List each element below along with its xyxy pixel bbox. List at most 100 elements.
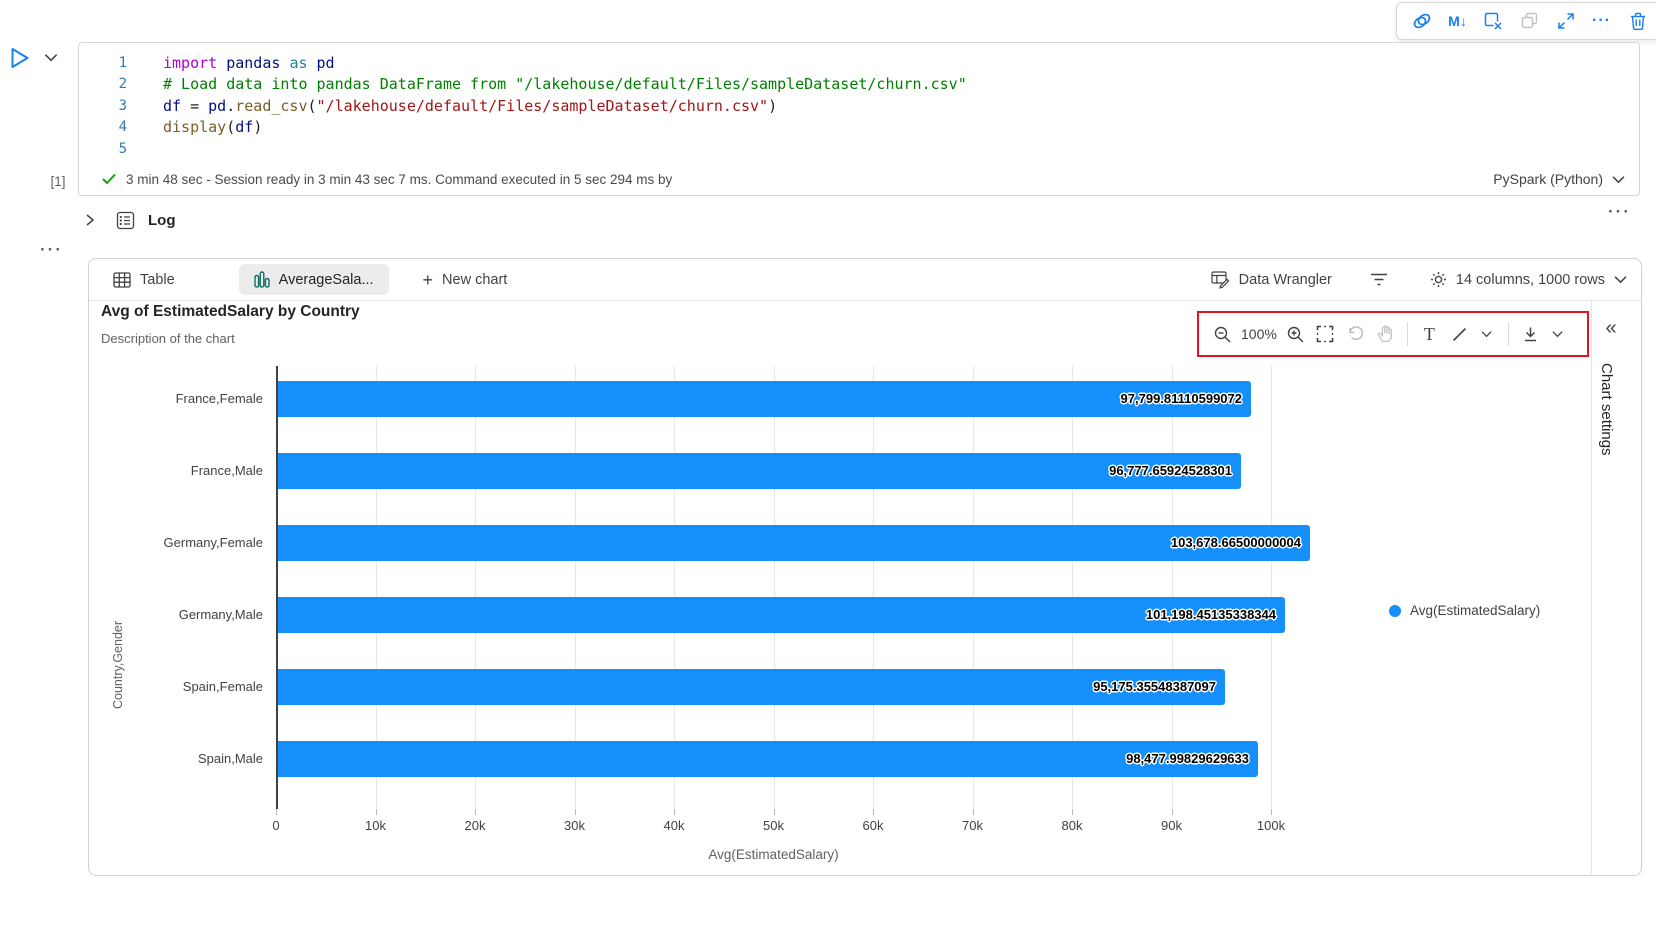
gear-icon <box>1430 271 1447 288</box>
chart-toolbar-annotated: 100% T <box>1197 311 1589 357</box>
download-chevron-icon[interactable] <box>1543 319 1572 349</box>
collapse-panel-icon[interactable]: « <box>1605 316 1617 339</box>
code-text[interactable]: import pandas as pd <box>163 54 335 72</box>
category-label: Spain,Male <box>197 751 263 766</box>
code-token: # Load data into pandas DataFrame from "… <box>163 75 967 94</box>
code-token: = <box>181 96 209 115</box>
tab-table[interactable]: Table <box>113 272 175 288</box>
zoom-out-icon[interactable] <box>1208 319 1237 349</box>
gridline <box>1072 366 1073 809</box>
chart-settings-label[interactable]: Chart settings <box>1598 363 1615 456</box>
table-info-label: 14 columns, 1000 rows <box>1455 271 1605 288</box>
tab-chart-selected[interactable]: AverageSala... <box>238 264 389 295</box>
legend-dot <box>1389 604 1401 617</box>
log-section-header[interactable]: Log <box>84 207 176 233</box>
table-info-button[interactable]: 14 columns, 1000 rows <box>1430 271 1627 288</box>
code-token <box>308 54 317 72</box>
code-editor[interactable]: 1 import pandas as pd 2 # Load data into pa… <box>79 52 1639 160</box>
more-actions-icon[interactable]: ··· <box>1585 6 1618 36</box>
kernel-selector[interactable]: PySpark (Python) <box>1493 171 1625 187</box>
code-token: import <box>163 53 218 72</box>
legend-label: Avg(EstimatedSalary) <box>1410 603 1541 618</box>
chevron-down-icon <box>1614 276 1627 284</box>
line-tool-chevron-icon[interactable] <box>1472 319 1501 349</box>
code-line[interactable]: 4 display(df) <box>79 117 1639 139</box>
axis-tick <box>574 809 576 815</box>
copy-cell-icon <box>1513 6 1546 36</box>
clear-output-icon[interactable] <box>1477 6 1510 36</box>
tab-new-chart[interactable]: + New chart <box>422 269 508 290</box>
bar[interactable]: 103,678.66500000004 <box>278 525 1310 561</box>
x-tick-label: 60k <box>862 818 884 833</box>
data-wrangler-button[interactable]: Data Wrangler <box>1211 270 1332 289</box>
x-tick-label: 100k <box>1256 818 1286 833</box>
bar-value-label: 103,678.66500000004 <box>1170 535 1301 550</box>
run-cell-button[interactable] <box>8 46 32 70</box>
code-text[interactable]: # Load data into pandas DataFrame from "… <box>163 75 967 93</box>
text-tool-icon[interactable]: T <box>1415 319 1444 349</box>
y-axis-line <box>276 366 278 809</box>
chevron-right-icon[interactable] <box>84 213 96 227</box>
chevron-down-icon <box>1612 175 1625 183</box>
zoom-in-icon[interactable] <box>1281 319 1310 349</box>
kernel-label: PySpark (Python) <box>1493 171 1603 187</box>
data-wrangler-label: Data Wrangler <box>1238 271 1332 288</box>
bar[interactable]: 101,198.45135338344 <box>278 597 1285 633</box>
execution-count: [1] <box>50 174 66 189</box>
zoom-level: 100% <box>1241 326 1277 342</box>
code-text[interactable]: display(df) <box>163 118 262 136</box>
code-token: pd <box>208 96 227 115</box>
bar-value-label: 98,477.99829629633 <box>1126 751 1249 766</box>
copilot-icon[interactable] <box>1405 6 1438 36</box>
code-token: as <box>289 53 308 72</box>
x-tick-label: 80k <box>1061 818 1083 833</box>
axis-tick <box>1072 809 1073 815</box>
expand-cell-icon[interactable] <box>1549 6 1582 36</box>
download-icon[interactable] <box>1516 319 1545 349</box>
log-label: Log <box>148 211 176 229</box>
line-number: 5 <box>118 140 127 157</box>
x-tick-label: 10k <box>365 818 386 833</box>
delete-cell-icon[interactable] <box>1621 6 1654 36</box>
tab-bar-right-tools: Data Wrangler 14 columns, 1000 rows <box>1211 270 1627 289</box>
data-wrangler-icon <box>1211 270 1230 289</box>
log-more-icon[interactable]: ··· <box>1608 202 1631 221</box>
category-label: Germany,Male <box>178 607 263 622</box>
plus-icon: + <box>422 269 434 290</box>
undo-icon <box>1341 319 1370 349</box>
code-token: df <box>163 96 182 115</box>
code-token: "/lakehouse/default/Files/sampleDataset/… <box>316 96 769 115</box>
select-region-icon[interactable] <box>1311 319 1340 349</box>
bar[interactable]: 98,477.99829629633 <box>278 741 1258 777</box>
tab-chart-label: AverageSala... <box>278 271 374 288</box>
code-line[interactable]: 1 import pandas as pd <box>79 52 1639 74</box>
gridline <box>375 366 377 809</box>
run-options-chevron-icon[interactable] <box>44 53 58 62</box>
x-tick-label: 0 <box>272 818 280 833</box>
line-tool-icon[interactable] <box>1445 319 1474 349</box>
code-token: display <box>163 118 227 137</box>
chart-legend: Avg(EstimatedSalary) <box>1389 603 1540 618</box>
tab-table-label: Table <box>140 271 175 288</box>
bar-value-label: 96,777.65924528301 <box>1109 463 1232 478</box>
code-token: ) <box>253 118 263 137</box>
code-line[interactable]: 3 df = pd.read_csv("/lakehouse/default/Fi… <box>79 95 1639 117</box>
table-icon <box>113 271 131 288</box>
code-line[interactable]: 5 <box>79 138 1639 160</box>
code-token: pandas <box>226 53 281 72</box>
markdown-convert-icon[interactable]: M↓ <box>1441 6 1474 36</box>
bar[interactable]: 95,175.35548387097 <box>278 669 1225 705</box>
execution-status-text: 3 min 48 sec - Session ready in 3 min 43… <box>126 171 673 187</box>
cell-output-panel: Table AverageSala... + New chart <box>88 258 1642 876</box>
bar[interactable]: 96,777.65924528301 <box>278 453 1241 489</box>
output-more-icon[interactable]: ··· <box>40 240 63 259</box>
code-text[interactable]: df = pd.read_csv("/lakehouse/default/Fil… <box>163 97 777 115</box>
axis-tick <box>1171 809 1173 815</box>
bar[interactable]: 97,799.81110599072 <box>278 381 1251 417</box>
x-tick-label: 40k <box>663 818 685 833</box>
filter-icon[interactable] <box>1370 272 1388 287</box>
x-tick-label: 70k <box>962 818 983 833</box>
x-tick-label: 20k <box>464 818 486 833</box>
code-cell[interactable]: 1 import pandas as pd 2 # Load data into pa… <box>78 42 1640 196</box>
code-line[interactable]: 2 # Load data into pandas DataFrame from … <box>79 74 1639 96</box>
